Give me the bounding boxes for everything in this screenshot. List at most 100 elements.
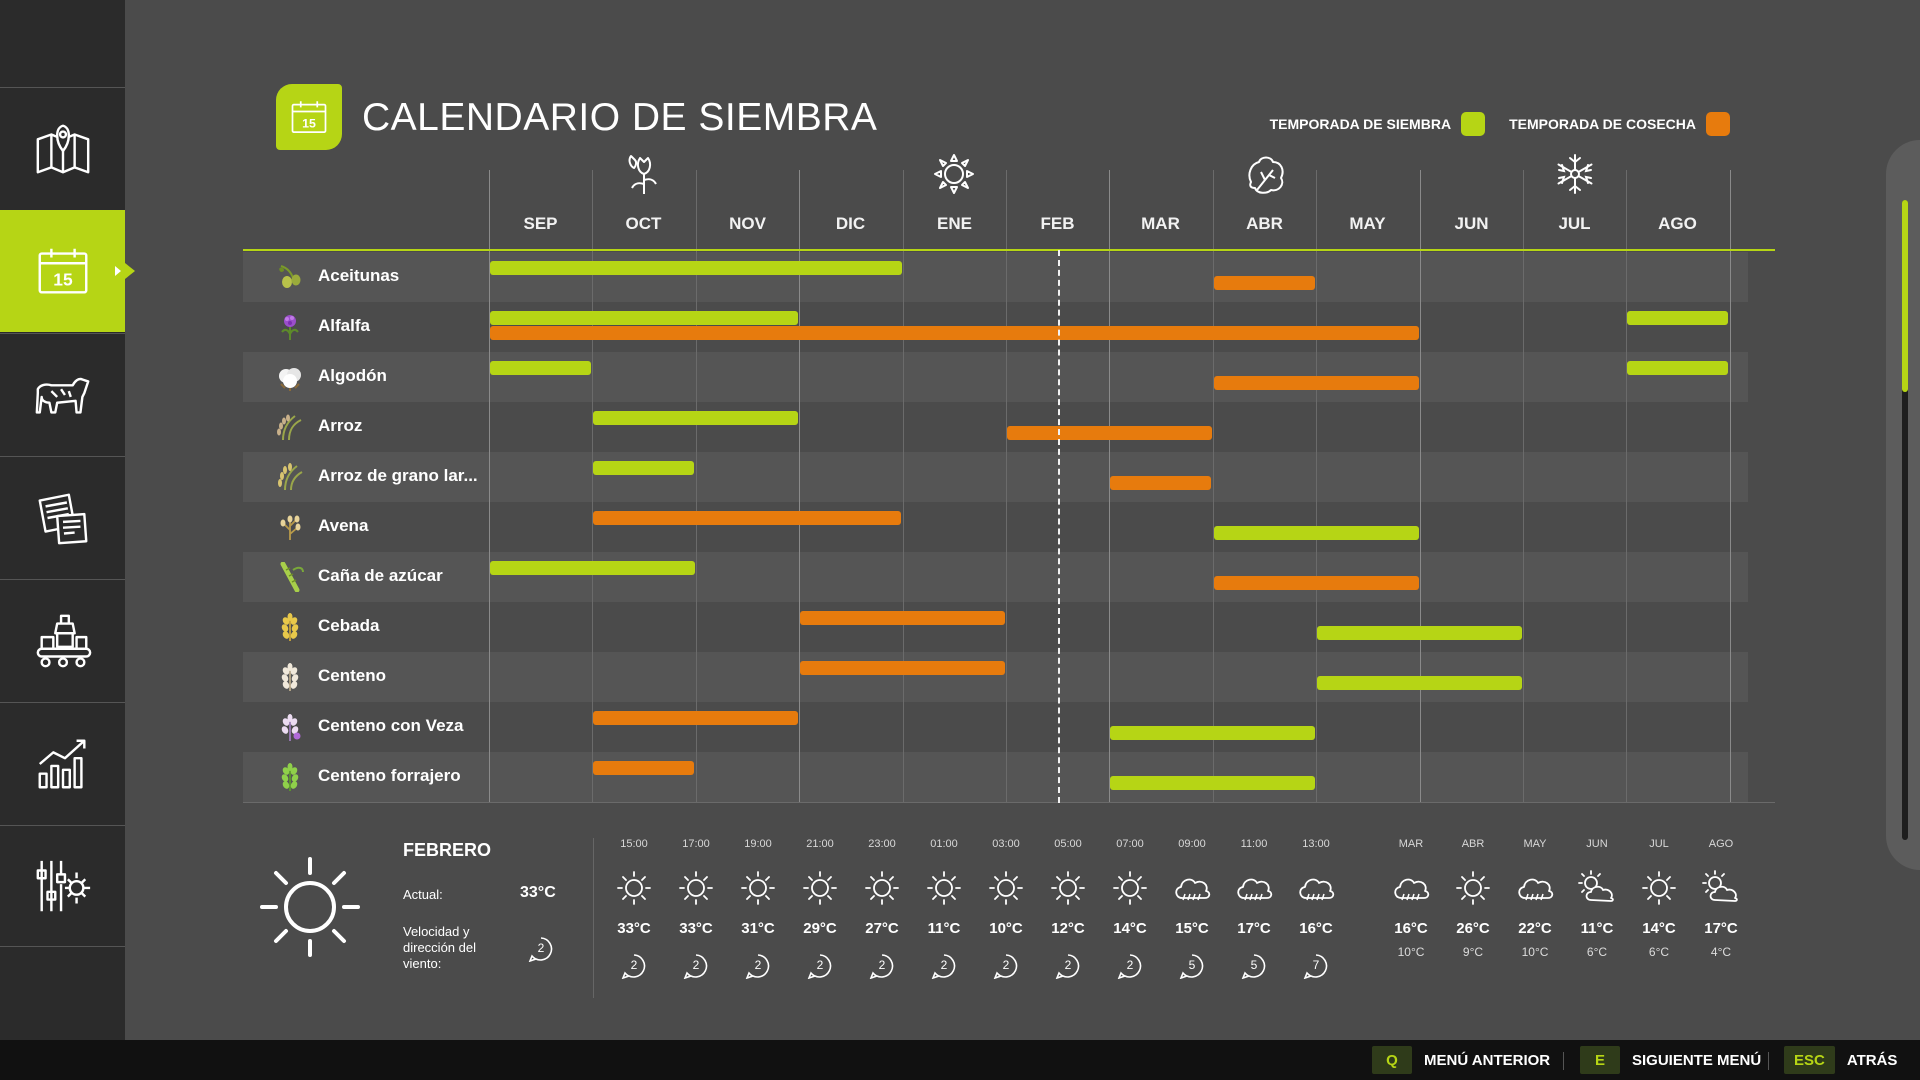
forecast-time: 09:00 [1178, 838, 1206, 850]
settings-icon [36, 860, 90, 912]
wind-indicator: 2 [621, 953, 647, 980]
sowing-period-bar [490, 261, 902, 275]
summer-sun-icon [932, 152, 976, 196]
sidebar-item-production[interactable] [0, 579, 125, 701]
forecast-temp: 10°C [989, 920, 1023, 937]
sun-icon [736, 868, 780, 908]
wind-indicator: 2 [807, 953, 833, 980]
crop-row[interactable]: Cebada [243, 602, 1748, 652]
wind-direction-icon [931, 954, 956, 980]
sidebar-item-settings[interactable] [0, 825, 125, 947]
crop-row[interactable]: Avena [243, 502, 1748, 552]
forecast-temp: 17°C [1237, 920, 1271, 937]
wind-indicator: 2 [1117, 953, 1143, 980]
sidebar-item-contracts[interactable] [0, 456, 125, 578]
monthly-forecast: JUL 14°C 6°C [1628, 838, 1690, 959]
sidebar-item-map[interactable] [0, 87, 125, 209]
weather-month: FEBRERO [403, 840, 492, 860]
spring-flower-icon [622, 152, 666, 196]
calendar-bottom-line [243, 802, 1775, 803]
forecast-temp: 11°C [927, 920, 961, 937]
forecast-time: 11:00 [1240, 838, 1268, 850]
sowing-period-bar [1214, 526, 1419, 540]
harvest-period-bar [593, 761, 694, 775]
contracts-icon [38, 493, 87, 544]
forecast-time: 21:00 [806, 838, 834, 850]
map-icon [36, 124, 89, 173]
month-gridline [1006, 170, 1007, 802]
legend-harvest-label: TEMPORADA DE COSECHA [1509, 116, 1696, 132]
key-e: E [1580, 1046, 1620, 1074]
crop-row[interactable]: Caña de azúcar [243, 552, 1748, 602]
crop-row[interactable]: Aceitunas [243, 252, 1748, 302]
cotton-icon [275, 362, 305, 392]
production-icon [36, 614, 91, 667]
sowing-period-bar [490, 311, 798, 325]
rice-icon [275, 412, 305, 442]
crop-name: Avena [318, 516, 369, 535]
crop-name: Caña de azúcar [318, 566, 443, 585]
forecast-time: 17:00 [682, 838, 710, 850]
forecast-month: JUL [1649, 838, 1669, 850]
sidebar-item-statistics[interactable] [0, 702, 125, 824]
wind-direction-icon [1179, 954, 1204, 980]
winter-snowflake-icon [1553, 152, 1597, 196]
forecast-low-temp: 10°C [1521, 945, 1549, 959]
legend-harvest-swatch [1706, 112, 1730, 136]
hint-back[interactable]: ESC ATRÁS [1784, 1046, 1897, 1074]
wind-indicator: 5 [1241, 953, 1267, 980]
hint-previous-menu[interactable]: Q MENÚ ANTERIOR [1372, 1046, 1550, 1074]
scrollbar[interactable] [1886, 140, 1920, 870]
scrollbar-thumb[interactable] [1902, 200, 1908, 392]
hint-next-menu[interactable]: E SIGUIENTE MENÚ [1580, 1046, 1761, 1074]
statistics-icon [38, 739, 86, 788]
month-gridline [592, 170, 593, 802]
rain-icon [1513, 868, 1557, 908]
footer-hints: Q MENÚ ANTERIOR E SIGUIENTE MENÚ ESC ATR… [0, 1040, 1920, 1080]
legend-sowing-swatch [1461, 112, 1486, 136]
forecast-low-temp: 9°C [1462, 945, 1484, 959]
wind-direction-icon [1117, 954, 1142, 980]
crop-row[interactable]: Alfalfa [243, 302, 1748, 352]
forecast-time: 07:00 [1116, 838, 1144, 850]
forecast-temp: 33°C [679, 920, 713, 937]
forecast-temp: 29°C [803, 920, 837, 937]
forecast-time: 23:00 [868, 838, 896, 850]
monthly-forecast: JUN 11°C 6°C [1566, 838, 1628, 959]
harvest-period-bar [490, 326, 1419, 340]
scrollbar-track[interactable] [1902, 200, 1908, 840]
sidebar-item-calendar[interactable]: 15 [0, 210, 135, 332]
harvest-period-bar [1214, 276, 1315, 290]
forecast-month: MAR [1398, 838, 1424, 850]
month-label: JUL [1558, 214, 1591, 233]
wind-indicator: 7 [1303, 953, 1329, 980]
crop-row[interactable]: Centeno con Veza [243, 702, 1748, 752]
wind-indicator: 2 [1055, 953, 1081, 980]
month-gridline [1109, 170, 1110, 802]
sowing-period-bar [593, 411, 798, 425]
monthly-forecast: AGO 17°C 4°C [1690, 838, 1752, 959]
harvest-period-bar [593, 711, 798, 725]
weather-divider [593, 838, 594, 998]
crop-row[interactable]: Algodón [243, 352, 1748, 402]
current-wind-indicator: 2 [528, 936, 554, 963]
month-gridline [1213, 170, 1214, 802]
forecast-high-temp: 14°C [1642, 920, 1676, 937]
month-label: NOV [729, 214, 766, 233]
crop-name: Centeno [318, 666, 386, 685]
sidebar-item-animals[interactable] [0, 333, 125, 455]
forage-rye-icon [275, 762, 305, 792]
month-gridline [903, 170, 904, 802]
forecast-temp: 33°C [617, 920, 651, 937]
harvest-period-bar [1110, 476, 1211, 490]
forecast-low-temp: 6°C [1586, 945, 1608, 959]
hourly-forecast: 17:00 33°C 2 [665, 838, 727, 980]
sun-icon [1637, 868, 1681, 908]
crop-row[interactable]: Centeno forrajero [243, 752, 1748, 802]
wind-direction-icon [993, 954, 1018, 980]
crop-row[interactable]: Arroz de grano lar... [243, 452, 1748, 502]
month-label: OCT [625, 214, 662, 233]
crop-row[interactable]: Arroz [243, 402, 1748, 452]
hourly-forecast: 21:00 29°C 2 [789, 838, 851, 980]
